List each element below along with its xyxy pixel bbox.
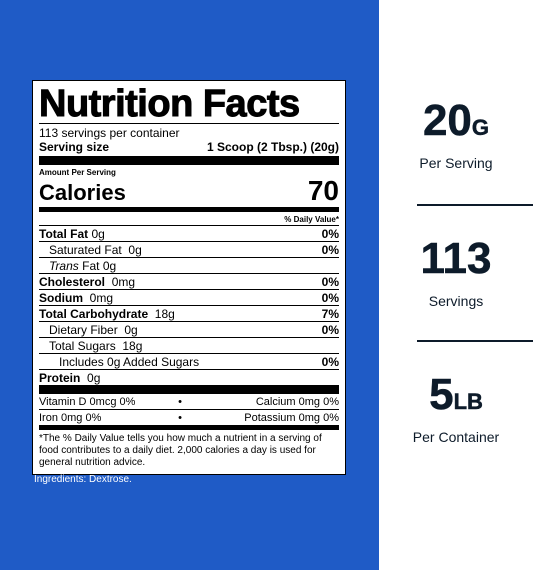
vitamin-right: Calcium 0mg 0% [255,395,339,408]
nutrient-name: Saturated Fat [49,242,122,257]
stat-caption: Servings [428,293,484,309]
nutrient-row-total-carbohydrate: Total Carbohydrate 18g 7% [39,305,339,321]
nutrient-amount: 18g [122,338,143,353]
nutrient-dv: 0% [321,354,339,369]
nutrition-facts-label: Nutrition Facts 113 servings per contain… [32,80,346,475]
nutrient-name: Total Fat [39,226,89,241]
nutrient-dv: 0% [321,242,339,257]
nutrient-amount: 0g [87,370,101,385]
calories-label: Calories [39,180,126,205]
serving-size-row: Serving size 1 Scoop (2 Tbsp.) (20g) [39,140,339,154]
stat-value: 113 [420,234,492,283]
thick-divider [39,156,339,165]
stat-value: 20 [422,96,472,145]
stat-value: 5 [429,370,454,419]
nutrient-name: Includes 0g Added Sugars [59,354,200,369]
nutrient-row-saturated-fat: Saturated Fat 0g 0% [39,241,339,257]
stat-caption: Per Serving [419,155,493,171]
bullet-icon: • [178,395,182,408]
servings-per-container: 113 servings per container [39,126,180,140]
nutrient-row-total-fat: Total Fat 0g 0% [39,225,339,241]
nutrient-row-added-sugars: Includes 0g Added Sugars 0% [39,353,339,369]
vitamin-left: Vitamin D 0mcg 0% [39,395,136,408]
nutrient-dv: 0% [321,322,339,337]
nutrient-amount: 0g [91,226,105,241]
nutrient-name: Trans [49,258,79,273]
stat-divider [417,340,533,342]
nutrient-name: Cholesterol [39,274,106,289]
nutrient-name: Total Sugars [49,338,116,353]
nutrient-name: Sodium [39,290,83,305]
stat-divider [417,204,533,206]
stat-unit: LB [453,389,483,415]
stat-container: 5LB Per Container [379,370,533,445]
nutrient-name: Protein [39,370,81,385]
amount-per-serving: Amount Per Serving [39,168,116,177]
stat-servings: 113 Servings [379,234,533,309]
nutrient-name: Dietary Fiber [49,322,118,337]
vitamin-left: Iron 0mg 0% [39,411,102,424]
nutrient-dv: 7% [321,306,339,321]
nutrient-amount: 0mg [89,290,114,305]
calories-value: 70 [307,175,339,206]
medium-divider [39,207,339,212]
serving-size-label: Serving size [39,140,110,154]
calories-row: Calories 70 [39,177,339,205]
nutrient-amount: 0mg [111,274,136,289]
nutrient-row-trans-fat: Trans Fat 0g [39,257,339,273]
nutrient-dv: 0% [321,226,339,241]
nutrient-amount: 18g [154,306,175,321]
nutrient-amount: 0g [128,242,142,257]
nutrient-row-sodium: Sodium 0mg 0% [39,289,339,305]
nutrient-row-dietary-fiber: Dietary Fiber 0g 0% [39,321,339,337]
label-title: Nutrition Facts [39,83,301,125]
daily-value-header: % Daily Value* [284,215,339,224]
divider-line [39,123,339,124]
stat-caption: Per Container [412,429,500,445]
serving-size-value: 1 Scoop (2 Tbsp.) (20g) [206,140,339,154]
nutrient-dv: 0% [321,274,339,289]
nutrient-name: Total Carbohydrate [39,306,149,321]
ingredients-text: Ingredients: Dextrose. [34,474,132,485]
stat-protein: 20G Per Serving [379,96,533,171]
nutrient-dv: 0% [321,290,339,305]
bullet-icon: • [178,411,182,424]
daily-value-footnote: *The % Daily Value tells you how much a … [39,433,322,468]
nutrient-row-total-sugars: Total Sugars 18g [39,337,339,353]
medium-divider [39,425,339,430]
nutrient-amount: Fat 0g [82,258,117,273]
thick-divider [39,385,339,394]
stat-unit: G [471,115,490,141]
vitamin-right: Potassium 0mg 0% [244,411,339,424]
nutrient-amount: 0g [124,322,138,337]
vitamin-row: Iron 0mg 0% • Potassium 0mg 0% [39,409,339,425]
nutrient-row-cholesterol: Cholesterol 0mg 0% [39,273,339,289]
vitamin-row: Vitamin D 0mcg 0% • Calcium 0mg 0% [39,394,339,409]
nutrient-row-protein: Protein 0g [39,369,339,385]
